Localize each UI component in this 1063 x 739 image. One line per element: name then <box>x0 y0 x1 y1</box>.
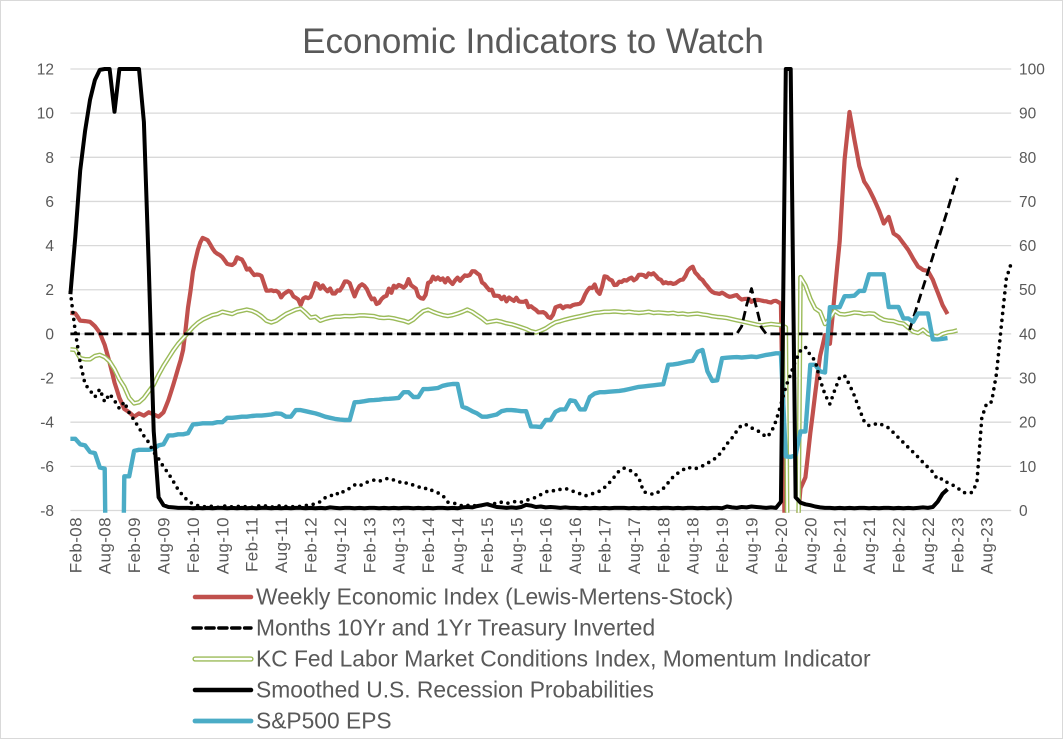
svg-text:Feb-10: Feb-10 <box>184 517 203 573</box>
svg-text:70: 70 <box>1019 194 1037 211</box>
svg-text:Aug-12: Aug-12 <box>331 517 350 574</box>
svg-text:KC Fed Labor Market Conditions: KC Fed Labor Market Conditions Index, Mo… <box>256 646 871 672</box>
svg-text:Aug-18: Aug-18 <box>684 517 703 574</box>
svg-text:Feb-23: Feb-23 <box>948 517 967 573</box>
svg-text:-6: -6 <box>40 459 54 476</box>
svg-text:Feb-15: Feb-15 <box>478 517 497 573</box>
svg-text:12: 12 <box>37 62 54 79</box>
svg-text:Feb-18: Feb-18 <box>654 517 673 573</box>
svg-text:Feb-19: Feb-19 <box>713 517 732 573</box>
svg-text:50: 50 <box>1019 282 1037 299</box>
svg-text:Feb-21: Feb-21 <box>831 517 850 573</box>
svg-text:60: 60 <box>1019 238 1037 255</box>
svg-text:Aug-15: Aug-15 <box>507 517 526 574</box>
svg-text:Feb-17: Feb-17 <box>596 517 615 573</box>
svg-text:Aug-13: Aug-13 <box>390 517 409 574</box>
svg-text:Aug-11: Aug-11 <box>272 517 291 573</box>
svg-text:10: 10 <box>1019 459 1037 476</box>
svg-text:90: 90 <box>1019 106 1037 123</box>
svg-text:S&P500 EPS: S&P500 EPS <box>256 708 392 734</box>
svg-text:0: 0 <box>45 326 54 343</box>
svg-text:2: 2 <box>45 282 54 299</box>
svg-text:Aug-10: Aug-10 <box>213 517 232 574</box>
svg-text:4: 4 <box>45 238 54 255</box>
svg-text:8: 8 <box>45 150 54 167</box>
svg-text:Feb-13: Feb-13 <box>360 517 379 573</box>
svg-text:Feb-08: Feb-08 <box>66 517 85 573</box>
svg-text:Feb-09: Feb-09 <box>125 517 144 573</box>
svg-text:Economic Indicators to Watch: Economic Indicators to Watch <box>302 22 764 61</box>
svg-text:0: 0 <box>1019 503 1028 520</box>
svg-text:Feb-12: Feb-12 <box>302 517 321 573</box>
svg-text:Aug-14: Aug-14 <box>449 517 468 574</box>
svg-text:-4: -4 <box>40 415 54 432</box>
svg-text:Aug-16: Aug-16 <box>566 517 585 574</box>
svg-text:Aug-22: Aug-22 <box>919 517 938 574</box>
svg-text:Aug-20: Aug-20 <box>801 517 820 574</box>
svg-text:80: 80 <box>1019 150 1037 167</box>
svg-text:6: 6 <box>45 194 54 211</box>
svg-text:Feb-16: Feb-16 <box>537 517 556 573</box>
svg-text:30: 30 <box>1019 371 1037 388</box>
svg-text:Months 10Yr and 1Yr Treasury I: Months 10Yr and 1Yr Treasury Inverted <box>256 615 655 641</box>
svg-text:Aug-17: Aug-17 <box>625 517 644 574</box>
svg-text:Feb-20: Feb-20 <box>772 517 791 573</box>
svg-text:Weekly Economic Index (Lewis-M: Weekly Economic Index (Lewis-Mertens-Sto… <box>256 584 733 610</box>
svg-text:-2: -2 <box>40 371 54 388</box>
svg-text:Aug-23: Aug-23 <box>978 517 997 574</box>
svg-text:40: 40 <box>1019 326 1037 343</box>
svg-text:Aug-21: Aug-21 <box>860 517 879 574</box>
svg-text:20: 20 <box>1019 415 1037 432</box>
svg-text:100: 100 <box>1019 62 1045 79</box>
svg-text:Aug-09: Aug-09 <box>155 517 174 574</box>
svg-text:Smoothed U.S. Recession Probab: Smoothed U.S. Recession Probabilities <box>256 677 654 703</box>
svg-text:Feb-11: Feb-11 <box>243 517 262 572</box>
svg-text:Aug-08: Aug-08 <box>96 517 115 574</box>
svg-text:Feb-22: Feb-22 <box>890 517 909 573</box>
svg-text:Feb-14: Feb-14 <box>419 517 438 573</box>
svg-text:10: 10 <box>37 106 55 123</box>
svg-text:Aug-19: Aug-19 <box>743 517 762 574</box>
svg-text:-8: -8 <box>40 503 54 520</box>
